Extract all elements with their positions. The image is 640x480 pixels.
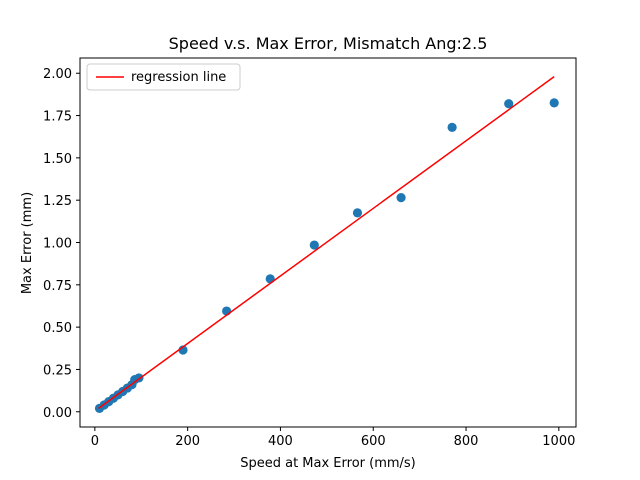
y-tick-label: 1.75 xyxy=(43,110,72,125)
y-tick-label: 0.50 xyxy=(43,321,72,336)
x-tick-label: 0 xyxy=(91,434,99,449)
data-point xyxy=(309,240,319,250)
data-point xyxy=(265,274,275,284)
y-tick-label: 0.75 xyxy=(43,279,72,294)
regression-line xyxy=(98,76,555,409)
y-tick-label: 0.25 xyxy=(43,363,72,378)
data-point xyxy=(549,98,559,108)
x-tick-label: 400 xyxy=(268,434,293,449)
data-point xyxy=(504,99,514,109)
chart-title: Speed v.s. Max Error, Mismatch Ang:2.5 xyxy=(169,34,488,53)
y-tick-label: 0.00 xyxy=(43,406,72,421)
y-tick-label: 2.00 xyxy=(43,67,72,82)
y-tick-label: 1.00 xyxy=(43,237,72,252)
data-point xyxy=(396,193,406,203)
y-tick-label: 1.25 xyxy=(43,194,72,209)
x-tick-label: 600 xyxy=(361,434,386,449)
x-axis-title: Speed at Max Error (mm/s) xyxy=(240,456,416,471)
legend-box xyxy=(86,63,241,91)
data-point xyxy=(447,122,457,132)
legend: regression line xyxy=(86,63,241,91)
legend-regression-label: regression line xyxy=(131,70,226,85)
x-tick-label: 200 xyxy=(175,434,200,449)
y-tick-label: 1.50 xyxy=(43,152,72,167)
data-point xyxy=(352,208,363,218)
plot-area: 0 200 400 600 800 1000 0.00 0.25 0.50 0.75 1.00 1.2… xyxy=(43,57,577,449)
x-tick-label: 800 xyxy=(454,434,479,449)
x-tick-label: 1000 xyxy=(542,434,575,449)
y-axis-title: Max Error (mm) xyxy=(20,192,35,294)
